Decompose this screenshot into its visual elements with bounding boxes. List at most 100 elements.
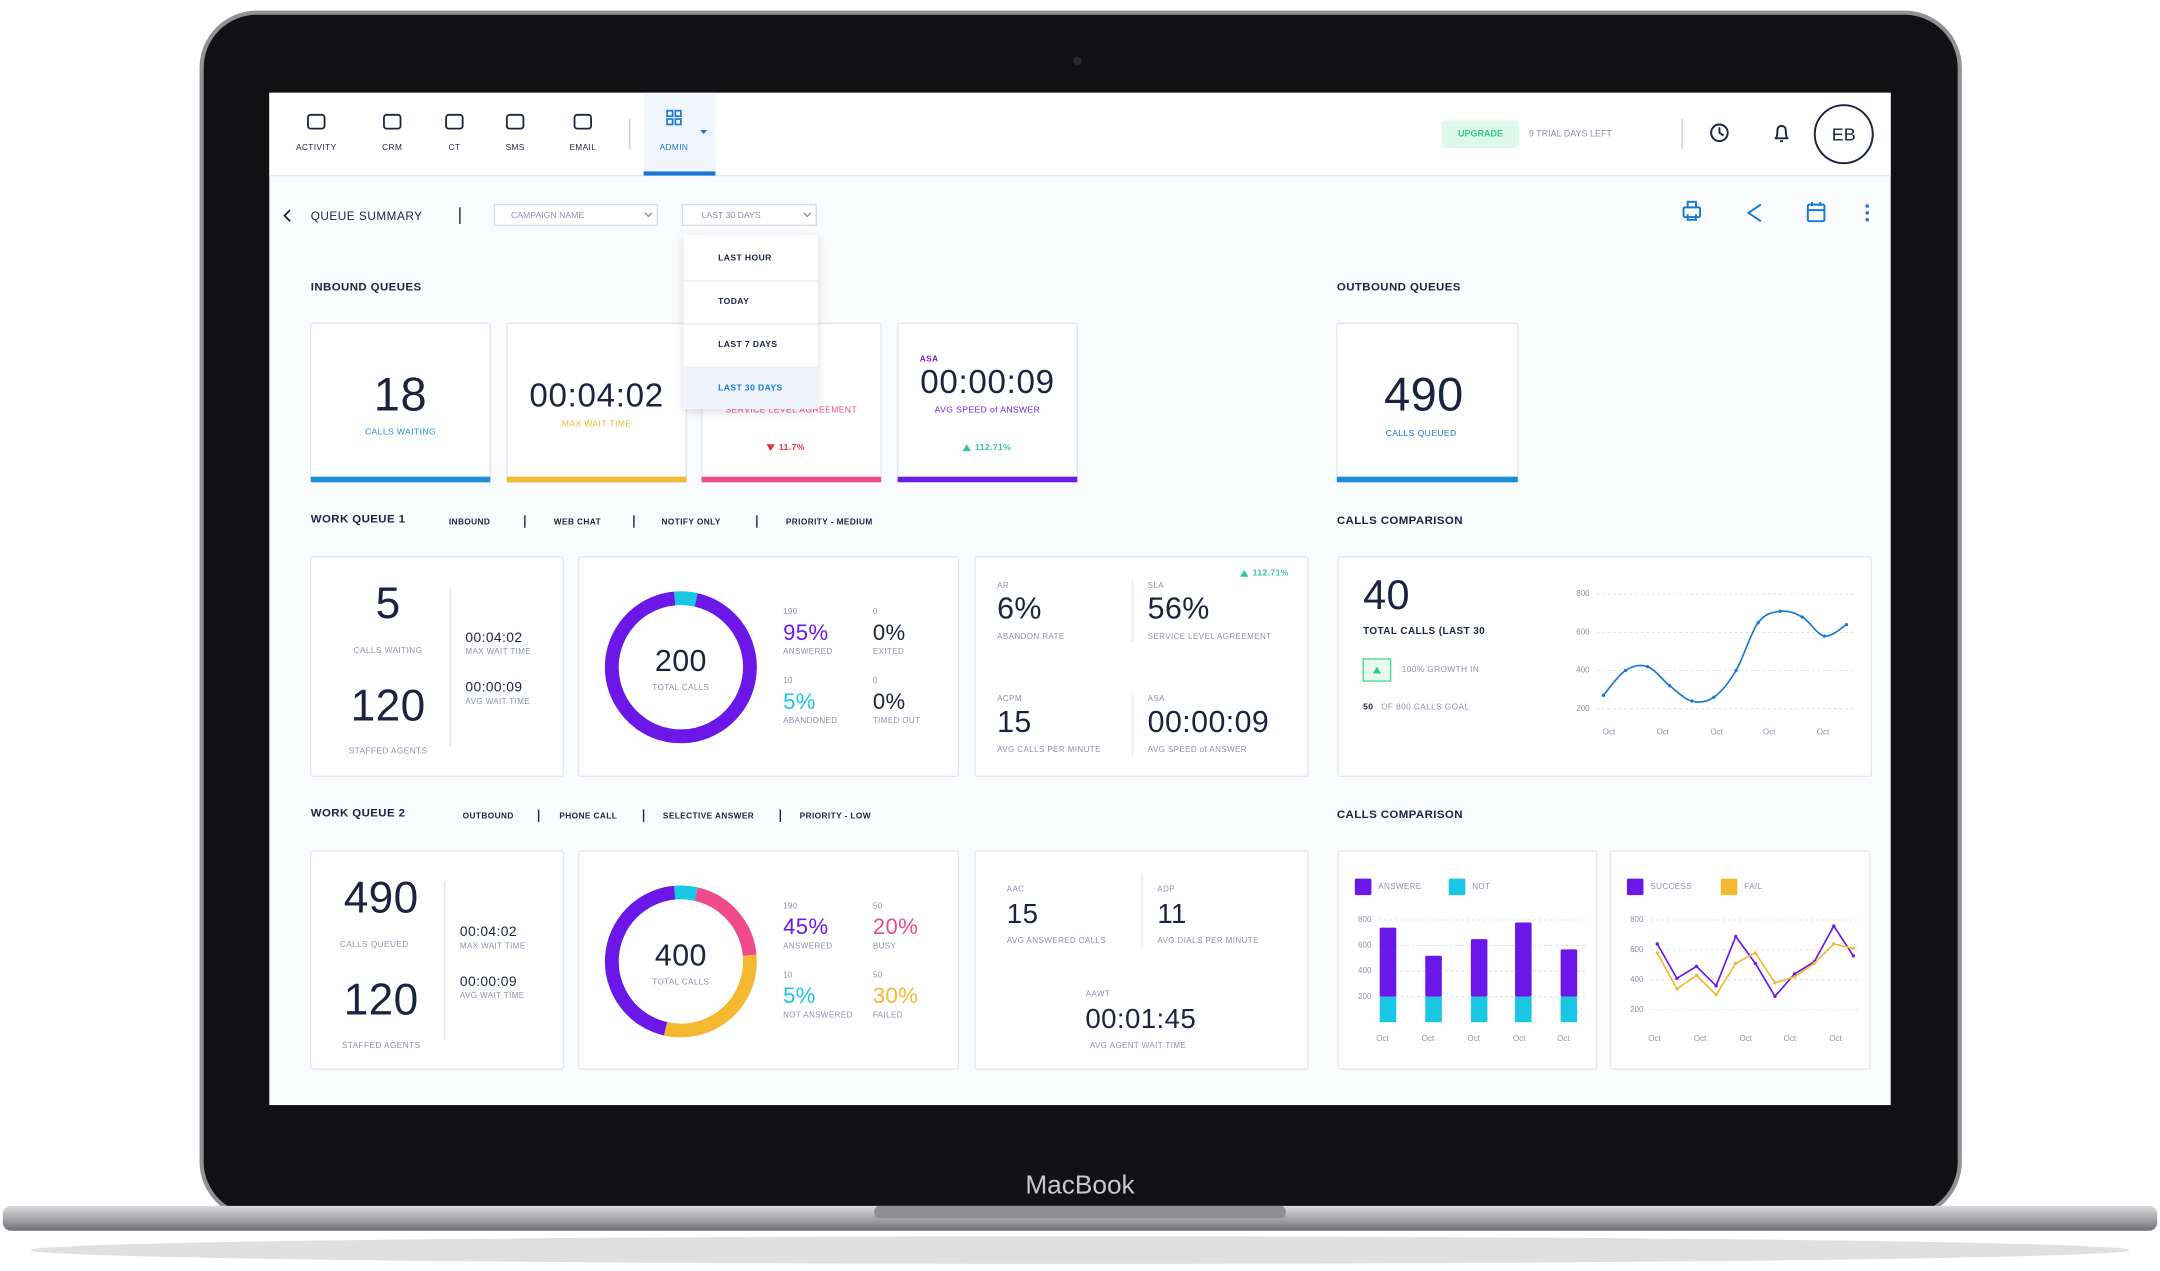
share-icon[interactable] [1746,203,1762,222]
trend-icon [962,444,971,452]
summary-label: STAFFED AGENTS [349,747,428,756]
metric-label: ABANDON RATE [997,632,1064,641]
range-text[interactable]: LAST 30 DAYS [702,210,761,220]
metric-label: AVG SPEED of ANSWER [1148,745,1247,754]
card [577,556,960,778]
nav-label[interactable]: SMS [506,143,525,152]
nav-icon [666,118,674,126]
card-label: AVG SPEED of ANSWER [935,405,1041,415]
card [310,850,565,1070]
toolbar-icons [1682,200,1826,223]
stat-label: ANSWERED [783,647,833,656]
goal-value: 50 [1363,702,1373,712]
dropdown-item[interactable]: TODAY [718,296,749,306]
donut-total: 200 [655,644,707,678]
x-tick-label: Oct [1710,727,1723,736]
nav-icon [666,109,674,118]
stat-percent: 5% [783,689,816,714]
metric-value: 00:01:45 [1085,1003,1196,1034]
y-tick-label: 200 [1358,992,1372,1001]
section-title: WORK QUEUE 2 [311,808,406,820]
stat-label: AVG WAIT TIME [465,697,530,706]
upgrade-text[interactable]: UPGRADE [1458,129,1503,139]
calendar-detail [1807,201,1825,212]
metric-tag: AR [997,581,1009,590]
card-label: CALLS WAITING [365,427,436,437]
card-accent [701,476,882,483]
point [1714,984,1718,988]
x-tick-label: Oct [1648,1034,1661,1043]
campaign-text[interactable]: CAMPAIGN NAME [511,210,584,220]
point [1778,609,1782,613]
point [1756,621,1760,625]
range-select[interactable] [681,203,817,227]
x-tick-label: Oct [1739,1034,1752,1043]
nav-label[interactable]: CRM [382,143,402,152]
card-accent [1336,476,1518,483]
stat-count: 50 [873,970,883,979]
donut-segment [604,591,757,744]
x-tick-label: Oct [1513,1034,1526,1043]
bar-segment [1470,996,1488,1023]
stat-value: 00:00:09 [465,679,522,695]
metric-value: 56% [1148,592,1210,626]
x-tick-label: Oct [1694,1034,1707,1043]
comparison-value: 40 [1363,571,1410,618]
dropdown-item[interactable]: LAST HOUR [718,253,772,263]
point [1601,693,1606,697]
point [1773,994,1777,998]
back-icon[interactable] [283,209,291,222]
stat-value: 00:00:09 [460,973,517,989]
nav-label[interactable]: ADMIN [660,143,689,152]
dropdown-item[interactable]: LAST 30 DAYS [718,382,783,392]
stat-count: 10 [783,970,793,979]
camera [1073,56,1082,66]
nav-label[interactable]: ACTIVITY [296,143,337,152]
trend-icon [1240,569,1249,577]
campaign-select[interactable] [493,203,659,227]
donut-segment [604,885,676,1036]
y-tick-label: 800 [1358,915,1372,924]
nav-icon [505,113,525,130]
x-tick-label: Oct [1829,1034,1842,1043]
stat-value: 00:04:02 [465,629,522,645]
queue-tag: OUTBOUND [463,812,514,821]
metric-tag: AAC [1007,885,1025,894]
x-tick-label: Oct [1603,727,1616,736]
point [1694,973,1699,978]
avatar[interactable] [1813,104,1874,165]
stat-percent: 5% [783,983,816,1008]
point [1851,946,1856,951]
bar-segment [1425,955,1442,997]
point [1714,993,1718,997]
queue-tag: SELECTIVE ANSWER [663,812,754,821]
stat-count: 190 [783,607,798,616]
bar-segment [1515,922,1532,997]
metric-value: 15 [1007,898,1039,929]
donut-total: 400 [655,938,707,972]
bell-icon[interactable] [1774,124,1789,143]
nav-label[interactable]: CT [448,143,460,152]
upgrade-pill[interactable] [1441,120,1520,148]
nav-icon [307,113,326,130]
metric-label: AVG CALLS PER MINUTE [997,745,1101,754]
card [974,556,1309,778]
point [1822,634,1827,638]
calendar-icon[interactable] [1806,203,1826,223]
nav-label[interactable]: EMAIL [569,143,596,152]
stat-label: BUSY [873,941,897,950]
stat-count: 0 [873,607,878,616]
more-icon[interactable] [1865,204,1870,222]
history-icon[interactable] [1710,123,1729,143]
point [1712,695,1716,699]
x-tick-label: Oct [1467,1034,1480,1043]
stat-count: 50 [873,901,883,910]
point [1792,972,1797,976]
dropdown-item[interactable]: LAST 7 DAYS [718,339,777,349]
print-icon[interactable] [1682,206,1702,219]
legend-swatch [1720,878,1738,896]
card-change: 112.71% [975,442,1011,452]
card [974,850,1309,1070]
